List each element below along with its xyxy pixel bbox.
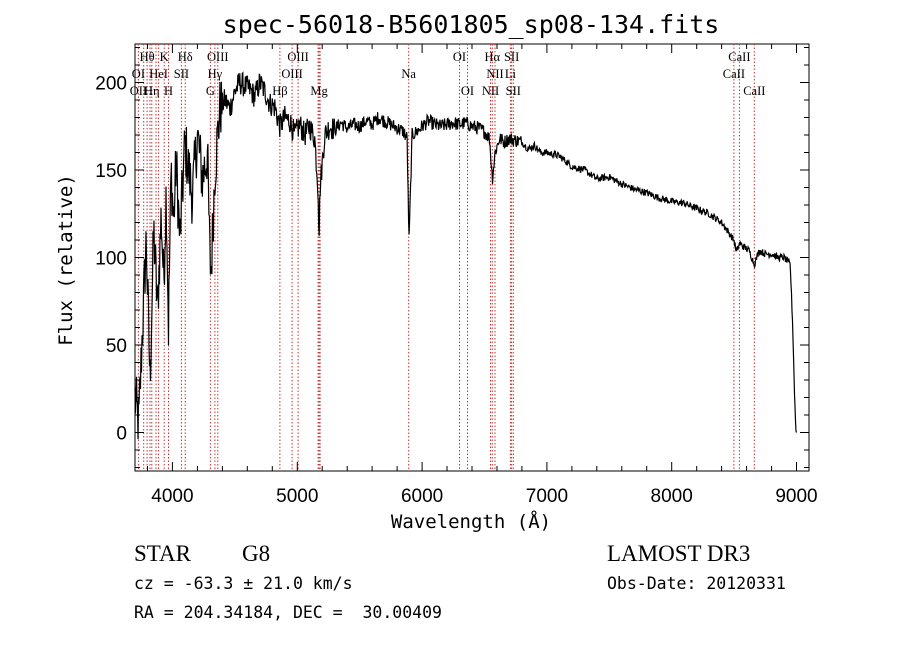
spectral-line-label: OIII — [287, 50, 309, 64]
y-tick-label: 200 — [95, 74, 127, 95]
spectral-line-label: Hγ — [208, 67, 223, 81]
spectral-line-label: OIII — [281, 67, 303, 81]
chart-title: spec-56018-B5601805_sp08-134.fits — [223, 10, 720, 39]
x-axis-label: Wavelength (Å) — [391, 510, 551, 533]
ra-dec: RA = 204.34184, DEC = 30.00409 — [134, 603, 442, 622]
spectral-line-label: CaII — [743, 84, 765, 98]
spectral-line-label: G — [206, 84, 215, 98]
y-tick-label: 0 — [116, 424, 127, 445]
spectral-line-label: NII — [486, 67, 503, 81]
spectral-line-label: NII — [482, 84, 499, 98]
spectral-line-label: CaII — [723, 67, 745, 81]
spectral-line-label: SII — [506, 84, 521, 98]
y-axis-ticks: 0 50 100 150 200 — [95, 47, 809, 468]
spectral-line-label: SII — [174, 67, 189, 81]
spectral-line-label: OII — [130, 84, 147, 98]
spectral-line-label: SII — [504, 50, 519, 64]
spectral-line-label: Na — [401, 67, 416, 81]
x-tick-label: 9000 — [775, 486, 817, 507]
plot-frame — [134, 43, 810, 472]
spectral-line-label: Hη — [144, 84, 160, 98]
spectral-line-label: CaII — [728, 50, 750, 64]
y-tick-label: 50 — [106, 336, 127, 357]
spectral-line-label: HeI — [149, 67, 168, 81]
spectral-line-label: Mg — [310, 84, 328, 98]
spectral-line-label: Li — [505, 67, 517, 81]
spectral-line-label: OI — [132, 67, 145, 81]
spectral-line-label: OIII — [207, 50, 229, 64]
spectrum-series-line — [134, 71, 798, 440]
y-axis-label: Flux (relative) — [55, 174, 77, 346]
x-tick-label: 4000 — [151, 486, 193, 507]
spectral-line-label: K — [160, 50, 169, 64]
spectral-line-label: OI — [461, 84, 474, 98]
observation-date: Obs-Date: 20120331 — [607, 574, 786, 593]
x-tick-label: 7000 — [526, 486, 568, 507]
spectral-subclass: G8 — [242, 541, 270, 566]
x-tick-label: 5000 — [276, 486, 318, 507]
spectral-line-label: H — [164, 84, 173, 98]
redshift-cz: cz = -63.3 ± 21.0 km/s — [134, 574, 353, 593]
x-tick-label: 8000 — [651, 486, 693, 507]
x-axis-ticks: 4000 5000 6000 7000 8000 9000 — [147, 44, 818, 507]
spectral-line-label: OI — [453, 50, 466, 64]
spectral-line-label: Hα — [485, 50, 501, 64]
spectral-line-label: Hθ — [140, 50, 155, 64]
spectral-line-label: Hδ — [178, 50, 193, 64]
spectral-line-label: Hβ — [272, 84, 287, 98]
object-class: STAR — [134, 541, 192, 566]
x-tick-label: 6000 — [401, 486, 443, 507]
survey-name: LAMOST DR3 — [607, 541, 750, 566]
y-tick-label: 100 — [95, 249, 127, 270]
y-tick-label: 150 — [95, 161, 127, 182]
